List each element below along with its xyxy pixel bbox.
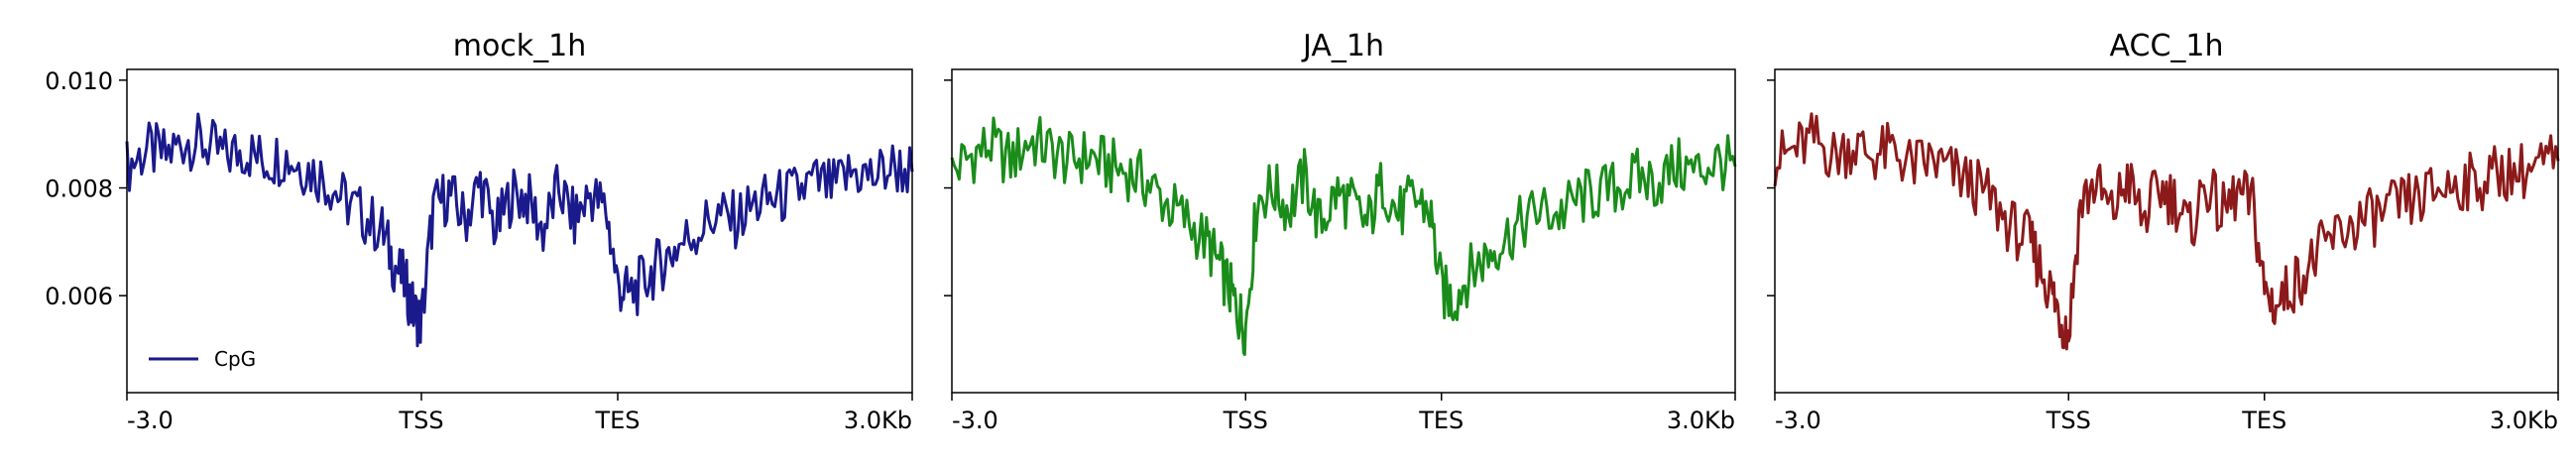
y-tick-label: 0.006 bbox=[45, 283, 113, 310]
chart-panel-1: JA_1h -3.0 TSS TES 3.0Kb bbox=[944, 29, 1737, 434]
chart-title: mock_1h bbox=[453, 29, 587, 63]
plot-frame bbox=[126, 68, 913, 394]
plot-frame bbox=[951, 68, 1736, 394]
x-tick-label: 3.0Kb bbox=[1667, 407, 1735, 434]
x-tick-label: -3.0 bbox=[1775, 407, 1821, 434]
x-tick-label: TSS bbox=[2046, 407, 2091, 434]
x-tick-label: TES bbox=[1418, 407, 1464, 434]
y-tick-label: 0.008 bbox=[45, 176, 113, 203]
chart-title: JA_1h bbox=[1301, 29, 1384, 63]
x-tick-label: 3.0Kb bbox=[844, 407, 912, 434]
y-tick-label: 0.010 bbox=[45, 67, 113, 95]
chart-title: ACC_1h bbox=[2110, 29, 2224, 63]
x-tick-label: TSS bbox=[1223, 407, 1268, 434]
x-tick-label: -3.0 bbox=[952, 407, 998, 434]
x-tick-label: TES bbox=[2241, 407, 2286, 434]
x-tick-label: -3.0 bbox=[127, 407, 174, 434]
legend-label: CpG bbox=[214, 347, 256, 371]
chart-panel-2: ACC_1h -3.0 TSS TES 3.0Kb bbox=[1767, 29, 2560, 434]
series-line-0 bbox=[1773, 112, 2560, 351]
x-tick-label: TES bbox=[594, 407, 640, 434]
series-line-0 bbox=[125, 112, 914, 348]
series-line-0 bbox=[950, 116, 1737, 357]
x-tick-label: TSS bbox=[398, 407, 443, 434]
x-tick-label: 3.0Kb bbox=[2490, 407, 2558, 434]
plot-frame bbox=[1774, 68, 2559, 394]
chart-panel-0: mock_1h 0.006 0.008 0.010 -3.0 TSS TES 3.0Kb CpG bbox=[45, 29, 914, 434]
